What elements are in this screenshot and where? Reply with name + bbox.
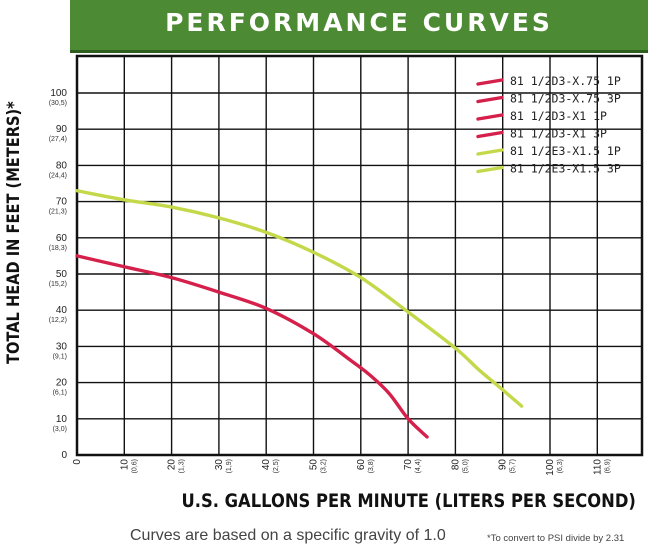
x-tick-sublabel: (0,6)	[131, 459, 138, 473]
x-tick-sublabel: (1,9)	[226, 459, 233, 473]
x-tick-label: 60	[356, 459, 367, 471]
axis-ticks: 010(3,0)20(6,1)30(9,1)40(12,2)50(15,2)60…	[49, 88, 612, 476]
x-tick-label: 20	[167, 459, 178, 471]
x-axis-label: U.S. GALLONS PER MINUTE (LITERS PER SECO…	[181, 490, 636, 512]
x-tick-group: 60 (3,8)	[356, 459, 375, 474]
series-line	[75, 254, 429, 439]
x-tick-label: 10	[119, 459, 130, 471]
legend-label: 81 1/2D3-X1 3P	[510, 127, 607, 141]
x-tick-sublabel: (3,8)	[368, 459, 375, 473]
legend-swatch	[476, 165, 504, 174]
y-tick-label: 100	[50, 88, 67, 99]
y-tick-sublabel: (24,4)	[49, 172, 67, 179]
x-tick-group: 10 (0,6)	[119, 459, 138, 474]
x-tick-label: 110	[592, 459, 603, 475]
series-curves	[75, 189, 524, 439]
x-tick-label: 50	[309, 459, 320, 471]
y-tick-label: 50	[56, 269, 68, 280]
x-tick-sublabel: (6,3)	[557, 459, 564, 473]
x-tick-sublabel: (1,3)	[179, 459, 186, 473]
x-tick-group: 100 (6,3)	[545, 459, 564, 476]
y-tick-label: 20	[56, 378, 68, 389]
y-axis-label: TOTAL HEAD IN FEET (METERS)*	[4, 101, 24, 365]
y-tick-label: 40	[56, 305, 68, 316]
x-tick-sublabel: (4,4)	[415, 459, 422, 473]
footnote: Curves are based on a specific gravity o…	[130, 527, 446, 544]
legend-label: 81 1/2D3-X1 1P	[510, 109, 607, 123]
y-tick-sublabel: (30,5)	[49, 100, 67, 107]
y-tick-label: 90	[56, 124, 68, 135]
legend-label: 81 1/2E3-X1.5 1P	[510, 144, 621, 158]
x-tick-group: 70 (4,4)	[403, 459, 422, 474]
legend-swatch	[476, 113, 504, 121]
y-tick-sublabel: (6,1)	[53, 390, 67, 397]
y-tick-label: 0	[61, 450, 67, 461]
x-tick-sublabel: (5,7)	[510, 459, 517, 473]
x-tick-group: 30 (1,9)	[214, 459, 233, 474]
x-tick-label: 80	[450, 459, 461, 471]
x-tick-sublabel: (3,2)	[321, 459, 328, 473]
title-banner: PERFORMANCE CURVES	[70, 0, 648, 53]
legend: 81 1/2D3-X.75 1P 81 1/2D3-X.75 3P 81 1/2D3…	[476, 74, 621, 176]
y-tick-sublabel: (15,2)	[49, 281, 67, 288]
y-tick-label: 10	[56, 414, 68, 425]
grid	[75, 54, 644, 457]
x-tick-label: 70	[403, 459, 414, 471]
y-tick-sublabel: (27,4)	[49, 136, 67, 143]
y-tick-sublabel: (18,3)	[49, 245, 67, 252]
y-tick-sublabel: (21,3)	[49, 209, 67, 216]
y-tick-label: 60	[56, 233, 68, 244]
y-tick-label: 80	[56, 160, 68, 171]
legend-swatch	[476, 148, 504, 156]
x-tick-group: 50 (3,2)	[309, 459, 328, 474]
x-tick-sublabel: (6,9)	[604, 459, 611, 473]
x-tick-group: 110 (6,9)	[592, 459, 611, 475]
x-tick-label: 30	[214, 459, 225, 471]
x-tick-group: 80 (5,0)	[450, 459, 469, 474]
legend-label: 81 1/2D3-X.75 3P	[510, 92, 621, 106]
x-tick-sublabel: (2,5)	[273, 459, 280, 473]
x-tick-group: 0	[72, 459, 83, 465]
series-line	[75, 189, 524, 408]
legend-label: 81 1/2E3-X1.5 3P	[510, 162, 621, 176]
chart-title: PERFORMANCE CURVES	[165, 8, 553, 37]
legend-swatch	[476, 130, 504, 139]
x-tick-label: 40	[261, 459, 272, 471]
y-tick-sublabel: (3,0)	[53, 426, 67, 433]
y-tick-label: 70	[56, 197, 68, 208]
y-tick-label: 30	[56, 341, 68, 352]
legend-label: 81 1/2D3-X.75 1P	[510, 74, 621, 88]
y-tick-sublabel: (12,2)	[49, 317, 67, 324]
x-tick-label: 100	[545, 459, 556, 476]
psi-conversion-note: *To convert to PSI divide by 2.31	[487, 533, 625, 544]
x-tick-group: 40 (2,5)	[261, 459, 280, 474]
x-tick-group: 90 (5,7)	[498, 459, 517, 474]
x-tick-sublabel: (5,0)	[462, 459, 469, 473]
x-tick-label: 90	[498, 459, 509, 471]
legend-swatch	[476, 78, 504, 86]
x-tick-label: 0	[72, 459, 83, 465]
legend-swatch	[476, 95, 504, 104]
y-tick-sublabel: (9,1)	[53, 353, 67, 360]
x-tick-group: 20 (1,3)	[167, 459, 186, 474]
